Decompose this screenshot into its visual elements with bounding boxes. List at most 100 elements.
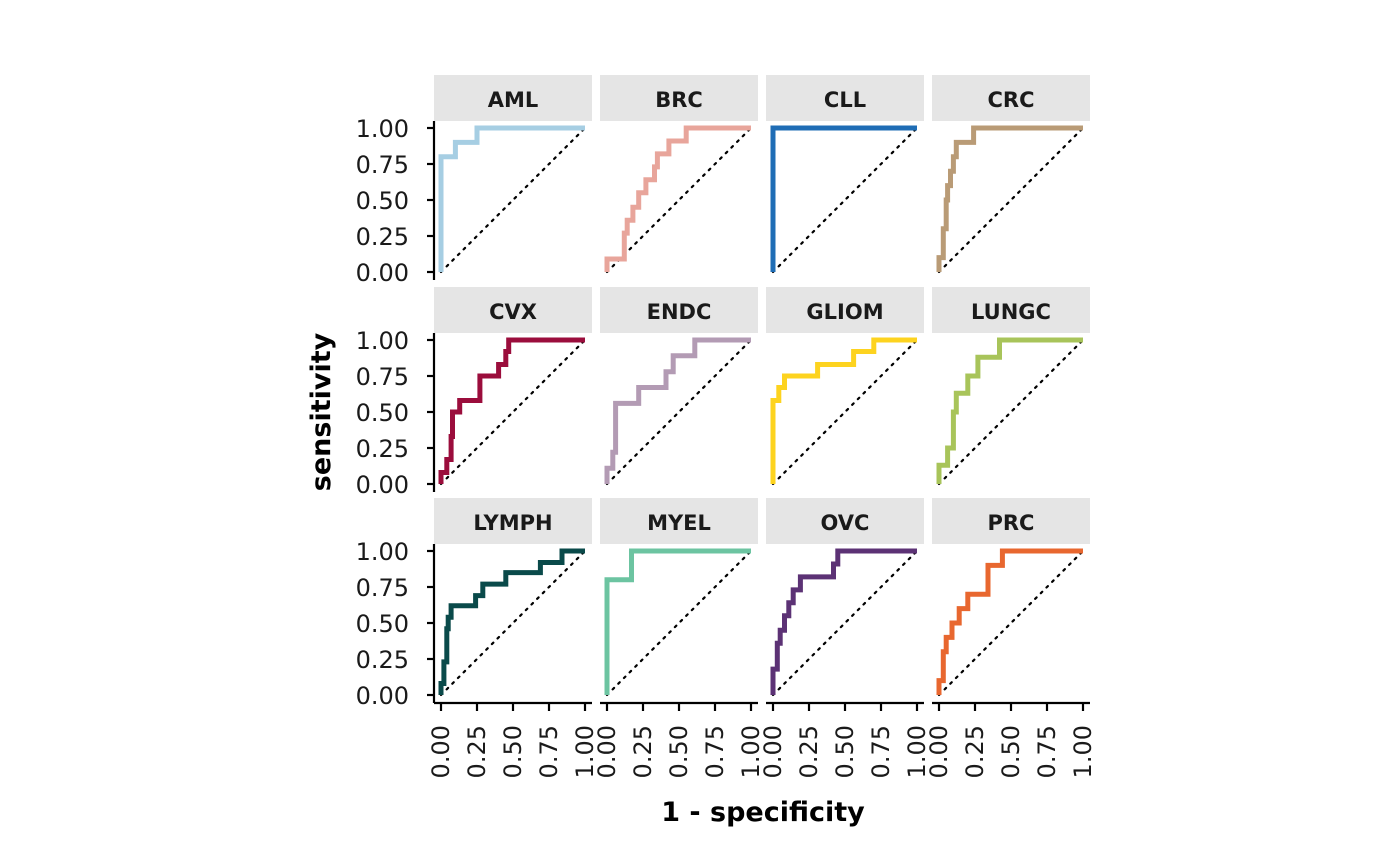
x-tick-label: 0.75: [1033, 725, 1061, 778]
panel-brc: BRC: [600, 75, 758, 274]
x-axis-prc: 0.00 0.25 0.50 0.75 1.00: [925, 701, 1097, 778]
x-tick-label: 0.25: [463, 725, 491, 778]
panel-aml: AML 0.00 0.25 0.50 0.75 1.00: [356, 75, 592, 287]
roc-curve-ovc: [770, 548, 917, 695]
x-tick-label: 0.50: [997, 725, 1025, 778]
roc-curve-myel: [604, 548, 751, 695]
x-tick-label: 0.25: [795, 725, 823, 778]
roc-curve-endc: [604, 337, 751, 484]
y-tick-label: 0.25: [356, 223, 409, 251]
strip-label-lymph: LYMPH: [473, 511, 552, 535]
strip-label-crc: CRC: [988, 88, 1035, 112]
strip-label-ovc: OVC: [821, 511, 870, 535]
y-axis-row-3: 0.00 0.25 0.50 0.75 1.00: [356, 538, 436, 710]
strip-label-gliom: GLIOM: [806, 300, 883, 324]
y-tick-label: 1.00: [356, 327, 409, 355]
strip-label-endc: ENDC: [647, 300, 712, 324]
strip-label-cvx: CVX: [489, 300, 537, 324]
reference-diagonal-brc: [605, 126, 753, 274]
strip-cll: [766, 75, 924, 121]
strip-brc: [600, 75, 758, 121]
panel-lungc: LUNGC: [932, 287, 1090, 486]
x-tick-label: 0.75: [701, 725, 729, 778]
panel-crc: CRC: [932, 75, 1090, 274]
roc-curve-lungc: [936, 337, 1083, 484]
x-axis-myel: 0.00 0.25 0.50 0.75 1.00: [593, 701, 765, 778]
y-tick-label: 0.25: [356, 435, 409, 463]
x-tick-label: 1.00: [737, 725, 765, 778]
reference-diagonal-myel: [605, 549, 753, 697]
y-tick-label: 1.00: [356, 115, 409, 143]
strip-aml: [434, 75, 592, 121]
y-tick-label: 0.75: [356, 151, 409, 179]
panel-gliom: GLIOM: [766, 287, 924, 486]
panel-cvx: CVX 0.00 0.25 0.50 0.75 1.00: [356, 287, 592, 499]
strip-label-prc: PRC: [988, 511, 1035, 535]
roc-curve-lymph: [438, 548, 585, 695]
panel-ovc: OVC 0.00 0.25 0.50 0.75 1.00: [759, 498, 931, 778]
x-tick-label: 0.25: [961, 725, 989, 778]
reference-diagonal-gliom: [771, 338, 919, 486]
y-tick-label: 0.50: [356, 187, 409, 215]
panel-myel: MYEL 0.00 0.25 0.50 0.75 1.00: [593, 498, 765, 778]
roc-curve-prc: [936, 548, 1083, 695]
strip-gliom: [766, 287, 924, 333]
x-tick-label: 0.75: [867, 725, 895, 778]
strip-label-aml: AML: [488, 88, 539, 112]
panel-prc: PRC 0.00 0.25 0.50 0.75 1.00: [925, 498, 1097, 778]
reference-diagonal-lungc: [937, 338, 1085, 486]
reference-diagonal-cll: [771, 126, 919, 274]
roc-curve-cll: [770, 125, 917, 272]
roc-curve-gliom: [770, 337, 917, 484]
x-axis-lymph: 0.00 0.25 0.50 0.75 1.00: [427, 701, 599, 778]
strip-label-cll: CLL: [824, 88, 866, 112]
reference-diagonal-endc: [605, 338, 753, 486]
reference-diagonal-prc: [937, 549, 1085, 697]
strip-lymph: [434, 498, 592, 544]
roc-curve-crc: [936, 125, 1083, 272]
x-tick-label: 1.00: [903, 725, 931, 778]
panel-lymph: LYMPH 0.00 0.25 0.50 0.75 1.00 0.00 0.25 0.50 0.7…: [356, 498, 599, 778]
y-tick-label: 0.00: [356, 471, 409, 499]
roc-curve-aml: [438, 125, 585, 272]
x-axis-title: 1 - specificity: [661, 797, 865, 828]
strip-label-myel: MYEL: [647, 511, 711, 535]
x-tick-label: 1.00: [571, 725, 599, 778]
x-tick-label: 0.00: [759, 725, 787, 778]
strip-endc: [600, 287, 758, 333]
x-tick-label: 0.00: [427, 725, 455, 778]
x-tick-label: 0.50: [831, 725, 859, 778]
strip-label-brc: BRC: [655, 88, 703, 112]
roc-curve-brc: [604, 125, 751, 272]
y-tick-label: 0.00: [356, 259, 409, 287]
strip-myel: [600, 498, 758, 544]
x-tick-label: 1.00: [1069, 725, 1097, 778]
x-tick-label: 0.75: [535, 725, 563, 778]
y-tick-label: 1.00: [356, 538, 409, 566]
strip-crc: [932, 75, 1090, 121]
reference-diagonal-crc: [937, 126, 1085, 274]
reference-diagonal-ovc: [771, 549, 919, 697]
panel-cll: CLL: [766, 75, 924, 274]
x-tick-label: 0.25: [629, 725, 657, 778]
y-axis-title: sensitivity: [306, 332, 337, 491]
y-tick-label: 0.50: [356, 399, 409, 427]
x-tick-label: 0.50: [665, 725, 693, 778]
strip-cvx: [434, 287, 592, 333]
y-tick-label: 0.75: [356, 574, 409, 602]
reference-diagonal-lymph: [439, 549, 587, 697]
y-axis-row-1: 0.00 0.25 0.50 0.75 1.00: [356, 115, 436, 287]
strip-ovc: [766, 498, 924, 544]
y-tick-label: 0.00: [356, 682, 409, 710]
reference-diagonal-cvx: [439, 338, 587, 486]
x-axis-ovc: 0.00 0.25 0.50 0.75 1.00: [759, 701, 931, 778]
x-tick-label: 0.00: [593, 725, 621, 778]
panel-endc: ENDC: [600, 287, 758, 486]
strip-lungc: [932, 287, 1090, 333]
y-tick-label: 0.50: [356, 610, 409, 638]
roc-curve-cvx: [438, 337, 585, 484]
x-tick-label: 0.00: [925, 725, 953, 778]
y-tick-label: 0.25: [356, 646, 409, 674]
